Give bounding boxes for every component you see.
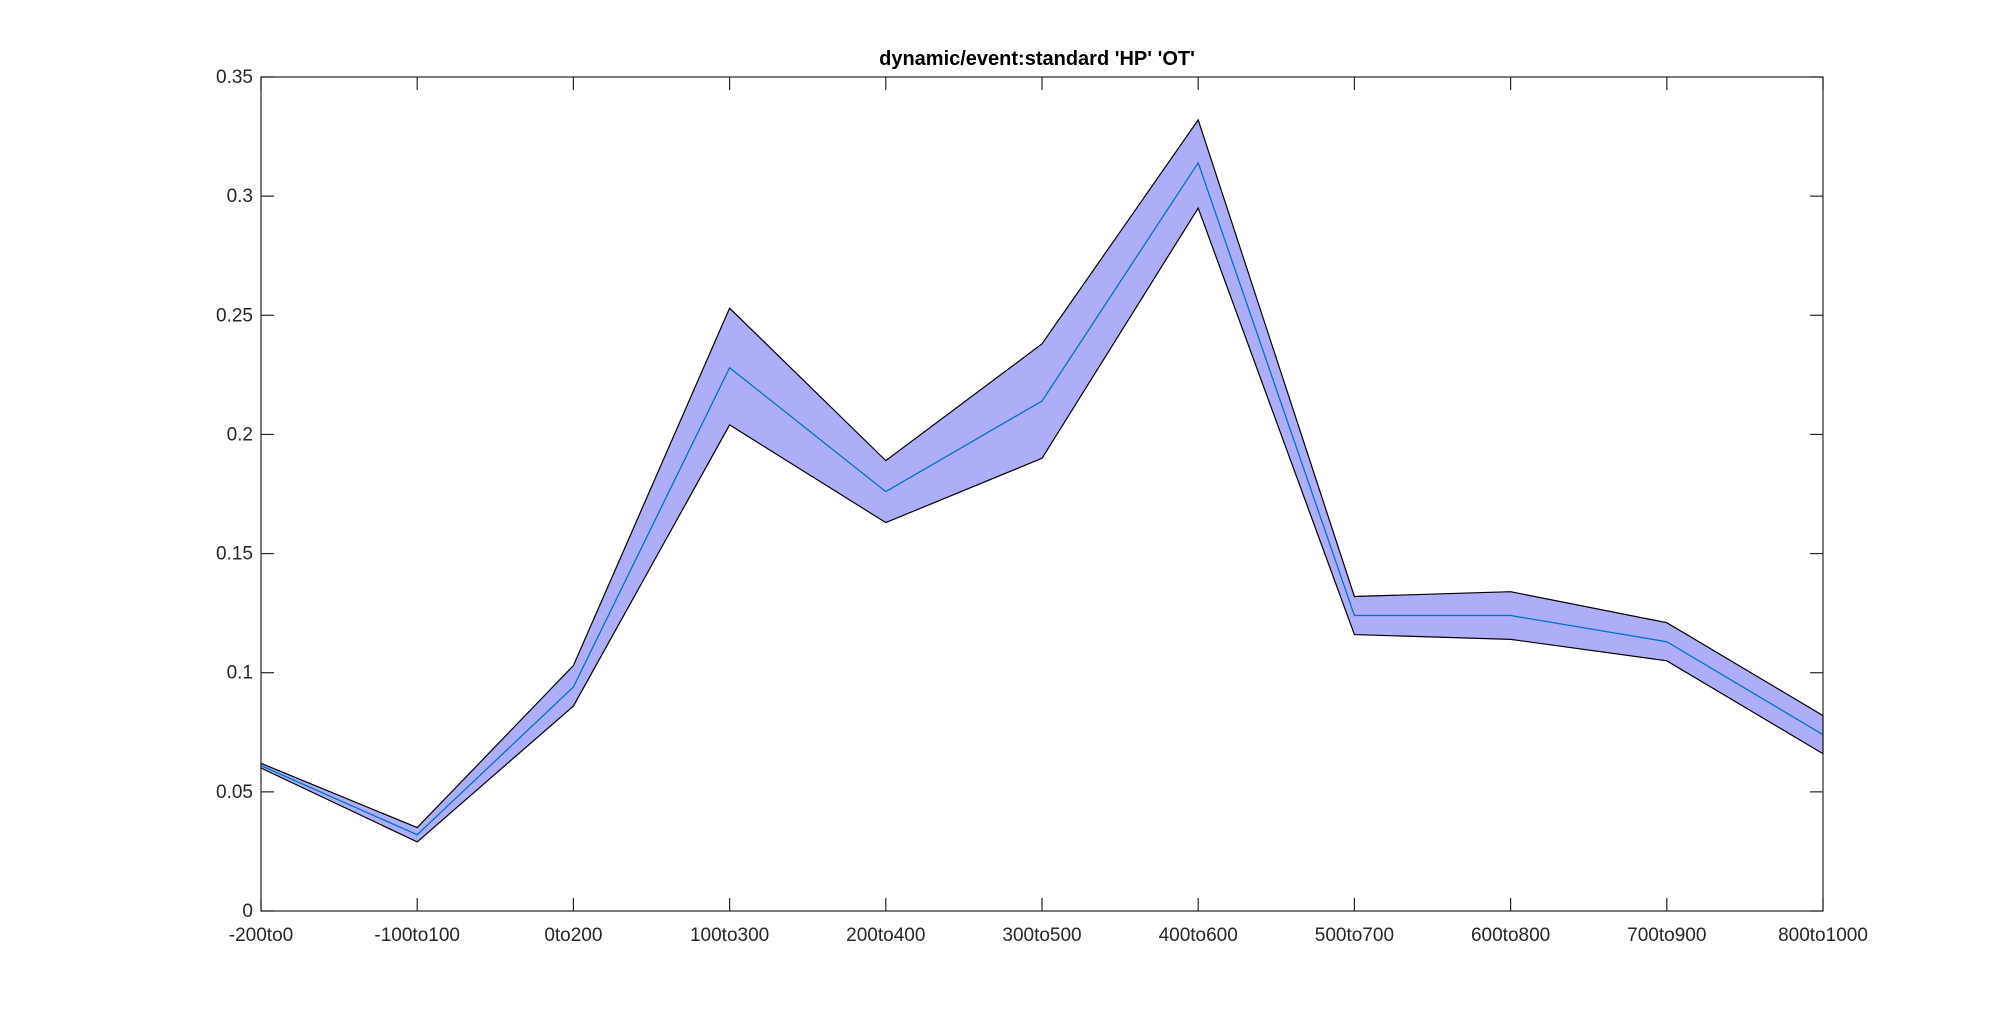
series-line-layer (260, 161, 1824, 836)
confidence-band-layer (260, 118, 1824, 843)
axes-layer (260, 76, 1824, 912)
y-tick-label: 0 (242, 901, 253, 922)
y-tick-label: 0.2 (227, 424, 253, 445)
y-tick-label: 0.1 (227, 663, 253, 684)
y-tick-label: 0.05 (216, 782, 253, 803)
x-tick-label: 0to200 (544, 925, 602, 946)
tick-layer: 0 0.05 0.1 0.15 0.2 0.25 0.3 0.35 -200to0 -100to1… (216, 67, 1868, 946)
x-tick-label: -200to0 (229, 925, 293, 946)
y-tick-label: 0.25 (216, 305, 253, 326)
x-tick-label: 700to900 (1627, 925, 1706, 946)
axes-box (260, 76, 1824, 912)
x-tick-label: 800to1000 (1778, 925, 1868, 946)
x-tick-label: 400to600 (1159, 925, 1238, 946)
mean-line (260, 161, 1824, 836)
x-tick-label: 300to500 (1002, 925, 1081, 946)
chart-title: dynamic/event:standard 'HP' 'OT' (879, 48, 1195, 70)
y-tick-label: 0.3 (227, 186, 253, 207)
y-tick-label: 0.35 (216, 67, 253, 88)
x-tick-label: 500to700 (1315, 925, 1394, 946)
x-tick-label: 200to400 (846, 925, 925, 946)
x-tick-label: -100to100 (374, 925, 460, 946)
y-tick-label: 0.15 (216, 544, 253, 565)
x-tick-label: 600to800 (1471, 925, 1550, 946)
confidence-band (260, 118, 1824, 843)
x-tick-label: 100to300 (690, 925, 769, 946)
